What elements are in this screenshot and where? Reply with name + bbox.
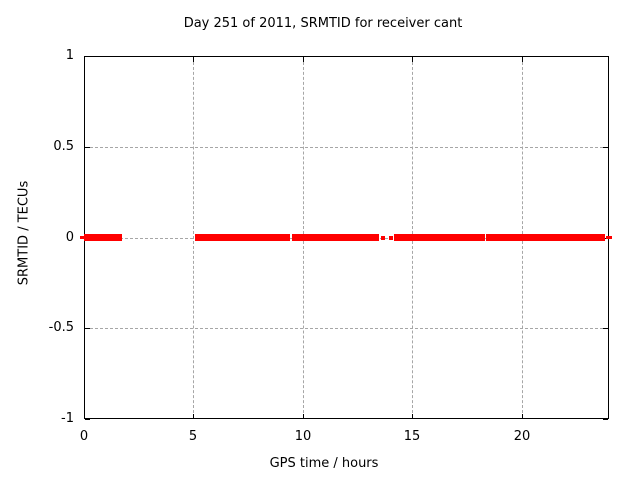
data-segment (292, 234, 379, 241)
x-axis-tick (193, 414, 194, 419)
data-segment (195, 234, 290, 241)
data-segment (486, 234, 605, 241)
data-segment (84, 234, 122, 241)
y-axis-tick (85, 419, 90, 420)
y-axis-tick-mirror (603, 147, 608, 148)
x-axis-tick (303, 414, 304, 419)
y-tick-label: 0 (65, 230, 74, 245)
x-tick-label: 15 (403, 429, 421, 444)
data-segment (394, 234, 485, 241)
x-tick-label: 10 (294, 429, 312, 444)
y-axis-tick-mirror (603, 238, 608, 239)
x-axis-tick-mirror (193, 57, 194, 62)
x-axis-tick-mirror (84, 57, 85, 62)
y-tick-label: 1 (65, 48, 74, 63)
x-axis-title: GPS time / hours (269, 456, 379, 471)
x-axis-tick-mirror (303, 57, 304, 62)
x-gridline (193, 57, 194, 418)
x-axis-tick (84, 414, 85, 419)
y-axis-tick (85, 328, 90, 329)
data-segment (606, 236, 612, 239)
x-tick-label: 20 (513, 429, 531, 444)
y-axis-tick (85, 147, 90, 148)
y-gridline (85, 328, 608, 329)
data-segment (80, 236, 84, 239)
y-axis-tick-mirror (603, 419, 608, 420)
x-tick-label: 5 (188, 429, 198, 444)
y-tick-label: -0.5 (48, 320, 74, 335)
y-gridline (85, 147, 608, 148)
x-tick-label: 0 (79, 429, 89, 444)
y-axis-tick (85, 56, 90, 57)
x-axis-tick-mirror (522, 57, 523, 62)
x-axis-tick (412, 414, 413, 419)
x-axis-tick (522, 414, 523, 419)
y-tick-label: 0.5 (53, 139, 74, 154)
data-segment (381, 236, 385, 240)
data-segment (389, 236, 393, 240)
y-axis-tick-mirror (603, 56, 608, 57)
x-axis-tick-mirror (412, 57, 413, 62)
chart-title: Day 251 of 2011, SRMTID for receiver can… (183, 16, 463, 31)
y-tick-label: -1 (61, 411, 74, 426)
y-axis-tick-mirror (603, 328, 608, 329)
